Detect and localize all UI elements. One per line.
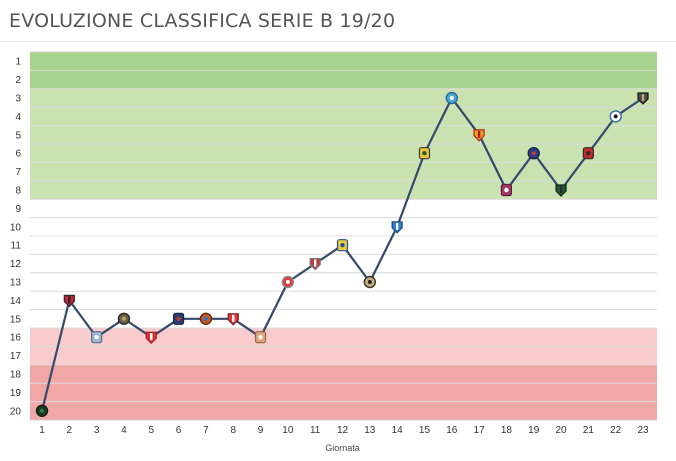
data-point[interactable] xyxy=(91,331,103,344)
data-point[interactable] xyxy=(309,258,321,271)
y-tick-label: 15 xyxy=(10,314,22,325)
chart-title: EVOLUZIONE CLASSIFICA SERIE B 19/20 xyxy=(9,10,396,32)
x-tick-label: 7 xyxy=(203,425,209,436)
data-point[interactable] xyxy=(254,331,267,344)
x-tick-label: 6 xyxy=(176,425,182,436)
x-tick-label: 16 xyxy=(446,425,458,436)
x-axis-ticks: 1 2 3 4 5 6 7 8 9 10 11 12 13 14 15 16 17 18 19 20 21 22 23 xyxy=(39,425,649,436)
y-tick-label: 11 xyxy=(11,241,22,252)
x-tick-label: 2 xyxy=(67,425,73,436)
y-tick-label: 12 xyxy=(10,259,22,270)
x-tick-label: 17 xyxy=(474,425,486,436)
y-tick-label: 5 xyxy=(15,130,21,141)
data-point[interactable] xyxy=(63,294,75,308)
data-point[interactable] xyxy=(35,404,49,417)
y-tick-label: 1 xyxy=(15,57,21,68)
zone-band-5 xyxy=(30,364,657,420)
data-point[interactable] xyxy=(363,275,377,289)
x-tick-label: 5 xyxy=(148,425,154,436)
x-tick-label: 12 xyxy=(337,425,349,436)
data-point[interactable] xyxy=(172,312,185,325)
data-point[interactable] xyxy=(637,92,649,105)
x-tick-label: 8 xyxy=(230,425,236,436)
data-point[interactable] xyxy=(418,147,431,160)
y-tick-label: 7 xyxy=(15,167,21,178)
zone-band-3 xyxy=(30,199,657,328)
data-point[interactable] xyxy=(445,91,458,105)
x-tick-label: 19 xyxy=(528,425,540,436)
data-point[interactable] xyxy=(117,312,131,325)
x-tick-label: 14 xyxy=(392,425,404,436)
x-tick-label: 21 xyxy=(583,425,595,436)
y-tick-label: 17 xyxy=(10,351,22,362)
data-point[interactable] xyxy=(281,275,295,289)
y-tick-label: 6 xyxy=(15,149,21,160)
y-tick-label: 13 xyxy=(10,278,22,289)
data-point[interactable] xyxy=(609,110,622,123)
x-tick-label: 20 xyxy=(555,425,567,436)
x-tick-label: 22 xyxy=(610,425,622,436)
x-tick-label: 9 xyxy=(258,425,264,436)
data-point[interactable] xyxy=(500,183,513,197)
y-tick-label: 16 xyxy=(10,333,22,344)
data-point[interactable] xyxy=(527,146,540,160)
y-tick-label: 14 xyxy=(10,296,22,307)
x-tick-label: 4 xyxy=(121,425,127,436)
data-point[interactable] xyxy=(199,312,213,325)
x-tick-label: 18 xyxy=(501,425,513,436)
data-point[interactable] xyxy=(473,129,485,142)
x-axis-title: Giornata xyxy=(325,443,360,453)
data-point[interactable] xyxy=(145,331,157,345)
y-tick-label: 3 xyxy=(15,94,21,105)
data-point[interactable] xyxy=(336,239,349,252)
grid-lines xyxy=(30,51,657,421)
data-point[interactable] xyxy=(555,184,567,197)
y-tick-label: 20 xyxy=(10,406,22,417)
x-tick-label: 1 xyxy=(39,425,45,436)
y-tick-label: 2 xyxy=(15,75,21,86)
y-tick-label: 9 xyxy=(15,204,21,215)
y-tick-label: 18 xyxy=(10,370,22,381)
x-tick-label: 11 xyxy=(310,425,321,436)
data-point[interactable] xyxy=(391,221,403,234)
x-tick-label: 3 xyxy=(94,425,100,436)
y-tick-label: 19 xyxy=(10,388,22,399)
y-tick-label: 4 xyxy=(15,112,21,123)
x-tick-label: 23 xyxy=(637,425,649,436)
y-tick-label: 8 xyxy=(15,186,21,197)
series-points xyxy=(35,91,649,417)
x-tick-label: 10 xyxy=(282,425,294,436)
title-divider xyxy=(0,41,676,42)
data-point[interactable] xyxy=(227,313,239,326)
y-tick-label: 10 xyxy=(10,222,22,233)
x-tick-label: 13 xyxy=(364,425,376,436)
x-tick-label: 15 xyxy=(419,425,431,436)
data-point[interactable] xyxy=(582,147,594,160)
